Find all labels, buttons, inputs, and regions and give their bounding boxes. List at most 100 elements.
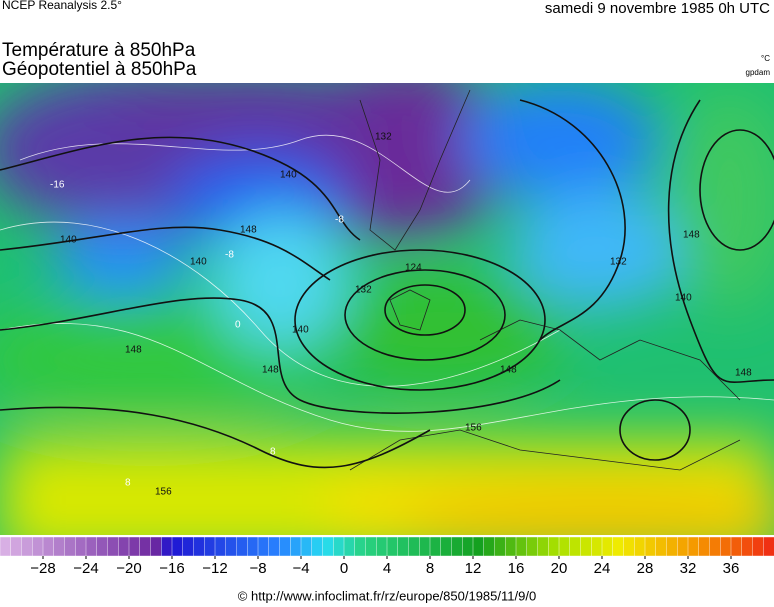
- contour-label: 140: [292, 325, 309, 336]
- color-swatch: [483, 536, 496, 557]
- color-swatch: [64, 536, 76, 557]
- contour-label: 148: [240, 225, 257, 236]
- color-swatch: [730, 536, 743, 557]
- color-swatch: [354, 536, 367, 557]
- color-swatch: [666, 536, 678, 557]
- tick-label: −12: [202, 560, 227, 577]
- contour-label: 124: [405, 263, 422, 274]
- color-swatch: [96, 536, 109, 557]
- color-swatch: [376, 536, 388, 557]
- color-swatch: [698, 536, 711, 557]
- color-swatch: [128, 536, 141, 557]
- unit-temperature: °C: [761, 54, 770, 63]
- color-swatch: [655, 536, 668, 557]
- color-swatch: [408, 536, 420, 557]
- contour-label: 140: [60, 235, 77, 246]
- color-swatch: [644, 536, 657, 557]
- color-swatch: [462, 536, 474, 557]
- color-swatch: [429, 536, 442, 557]
- color-swatch: [290, 536, 302, 557]
- color-swatch: [526, 536, 539, 557]
- color-swatch: [333, 536, 345, 557]
- tick-label: 16: [508, 560, 525, 577]
- color-swatch: [300, 536, 313, 557]
- color-swatch: [311, 536, 324, 557]
- color-swatch: [0, 536, 12, 557]
- tick-label: 36: [723, 560, 740, 577]
- color-swatch: [10, 536, 23, 557]
- isotherm-label: 8: [270, 447, 276, 458]
- title-temperature: Température à 850hPa: [2, 40, 196, 61]
- color-swatch: [720, 536, 732, 557]
- color-swatch: [343, 536, 356, 557]
- color-swatch: [139, 536, 152, 557]
- contour-label: 132: [355, 285, 372, 296]
- footer: © http://www.infoclimat.fr/rz/europe/850…: [238, 588, 536, 603]
- color-swatch: [623, 536, 635, 557]
- color-swatch: [85, 536, 98, 557]
- color-swatch: [634, 536, 646, 557]
- color-swatch: [279, 536, 291, 557]
- colorbar: −28 −24 −20 −16 −12 −8 −4 0 4 8 12 16 20 24 28 32 36: [0, 536, 774, 577]
- tick-label: 24: [594, 560, 611, 577]
- tick-label: 8: [426, 560, 434, 577]
- color-swatch: [21, 536, 33, 557]
- color-swatch: [75, 536, 87, 557]
- color-swatch: [204, 536, 216, 557]
- tick-label: 4: [383, 560, 391, 577]
- color-swatch: [569, 536, 582, 557]
- contour-label: 156: [465, 423, 482, 434]
- isotherm-label: -8: [335, 215, 344, 226]
- color-swatch: [257, 536, 270, 557]
- isotherm-label: 8: [125, 478, 131, 489]
- color-swatch: [365, 536, 377, 557]
- isotherm-label: 0: [235, 320, 241, 331]
- color-swatch: [612, 536, 625, 557]
- color-swatch: [193, 536, 205, 557]
- contour-label: 140: [190, 257, 207, 268]
- source: NCEP Reanalysis 2.5°: [2, 0, 122, 12]
- tick-label: 28: [637, 560, 654, 577]
- color-swatch: [247, 536, 259, 557]
- color-swatch: [322, 536, 334, 557]
- color-swatch: [150, 536, 162, 557]
- contour-label: 148: [262, 365, 279, 376]
- color-swatch: [537, 536, 549, 557]
- color-swatch: [494, 536, 506, 557]
- tick-label: 32: [680, 560, 697, 577]
- color-swatch: [236, 536, 248, 557]
- color-swatch: [182, 536, 195, 557]
- color-swatch: [709, 536, 721, 557]
- color-swatch: [677, 536, 689, 557]
- color-swatch: [472, 536, 485, 557]
- contour-label: 148: [500, 365, 517, 376]
- color-swatch: [107, 536, 119, 557]
- date: samedi 9 novembre 1985 0h UTC: [545, 0, 770, 17]
- tick-label: −8: [249, 560, 266, 577]
- tick-label: −16: [159, 560, 184, 577]
- color-swatch: [548, 536, 560, 557]
- color-swatch: [440, 536, 453, 557]
- tick-label: −20: [116, 560, 141, 577]
- tick-label: −24: [73, 560, 98, 577]
- contour-label: 132: [375, 132, 392, 143]
- contour-label: 148: [683, 230, 700, 241]
- contour-label: 148: [125, 345, 142, 356]
- color-swatch: [419, 536, 431, 557]
- color-swatch: [591, 536, 603, 557]
- color-swatch: [558, 536, 571, 557]
- color-swatch: [601, 536, 614, 557]
- color-swatch: [161, 536, 173, 557]
- color-swatch: [515, 536, 528, 557]
- contour-label: 148: [735, 368, 752, 379]
- color-swatch: [32, 536, 44, 557]
- color-swatch: [268, 536, 281, 557]
- color-swatch: [214, 536, 227, 557]
- color-swatch: [505, 536, 517, 557]
- color-swatch: [451, 536, 463, 557]
- color-swatch: [118, 536, 130, 557]
- isotherm-label: -16: [50, 180, 65, 191]
- tick-label: −4: [292, 560, 309, 577]
- contour-label: 156: [155, 487, 172, 498]
